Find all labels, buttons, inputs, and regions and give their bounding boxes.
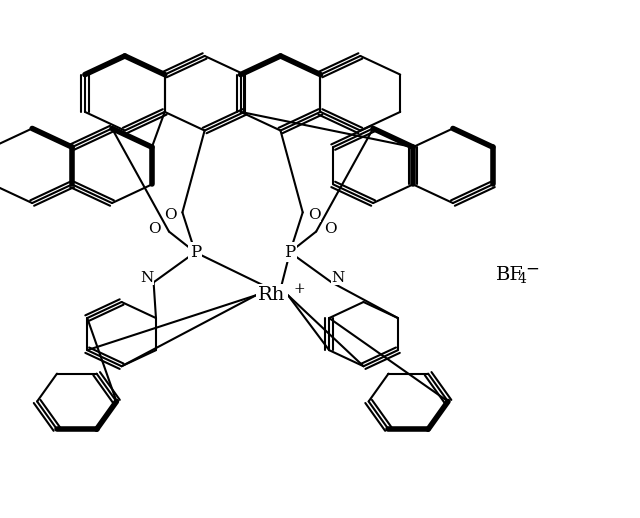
Text: N: N	[141, 271, 154, 285]
Text: −: −	[525, 261, 539, 278]
Text: +: +	[294, 282, 305, 296]
Text: O: O	[324, 222, 337, 236]
Text: BF: BF	[496, 266, 524, 283]
Text: O: O	[148, 222, 161, 236]
Text: Rh: Rh	[259, 286, 285, 304]
Text: O: O	[308, 208, 321, 222]
Text: P: P	[284, 244, 296, 261]
Text: O: O	[164, 208, 177, 222]
Text: N: N	[332, 271, 344, 285]
Text: P: P	[189, 244, 201, 261]
Text: 4: 4	[517, 271, 526, 286]
